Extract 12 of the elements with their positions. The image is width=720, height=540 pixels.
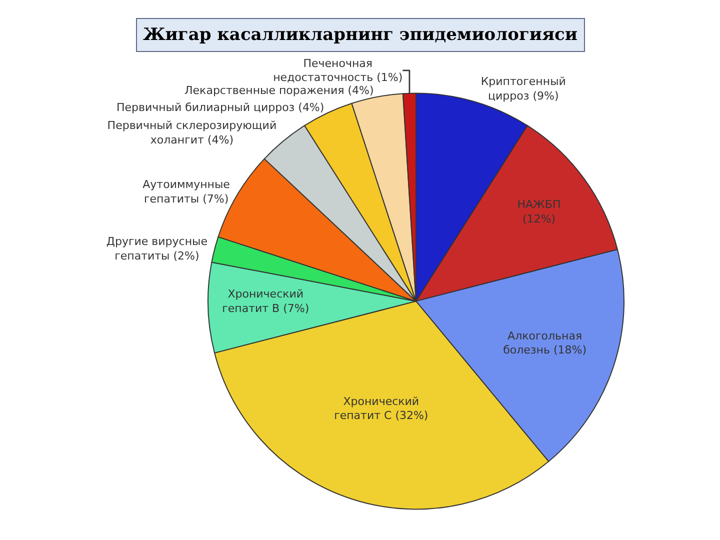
slice-label: Печеночная недостаточность (1%)	[273, 56, 403, 84]
slice-label: Другие вирусные гепатиты (2%)	[106, 234, 208, 262]
slice-label: Первичный билиарный цирроз (4%)	[116, 101, 324, 114]
slice-label: НАЖБП (12%)	[517, 198, 561, 226]
chart-title: Жигар касалликларнинг эпидемиологияси	[143, 25, 578, 45]
slice-label: Аутоиммунные гепатиты (7%)	[142, 178, 230, 206]
slice-label: Алкогольная болезнь (18%)	[503, 329, 586, 357]
slice-label: Первичный склерозирующий холангит (4%)	[107, 119, 277, 146]
slice-label: Лекарственные поражения (4%)	[184, 84, 374, 98]
slice-label: Хронический гепатит В (7%)	[222, 288, 310, 315]
slice-label: Криптогенный цирроз (9%)	[480, 75, 566, 103]
slice-label: Хронический гепатит С (32%)	[334, 394, 428, 422]
